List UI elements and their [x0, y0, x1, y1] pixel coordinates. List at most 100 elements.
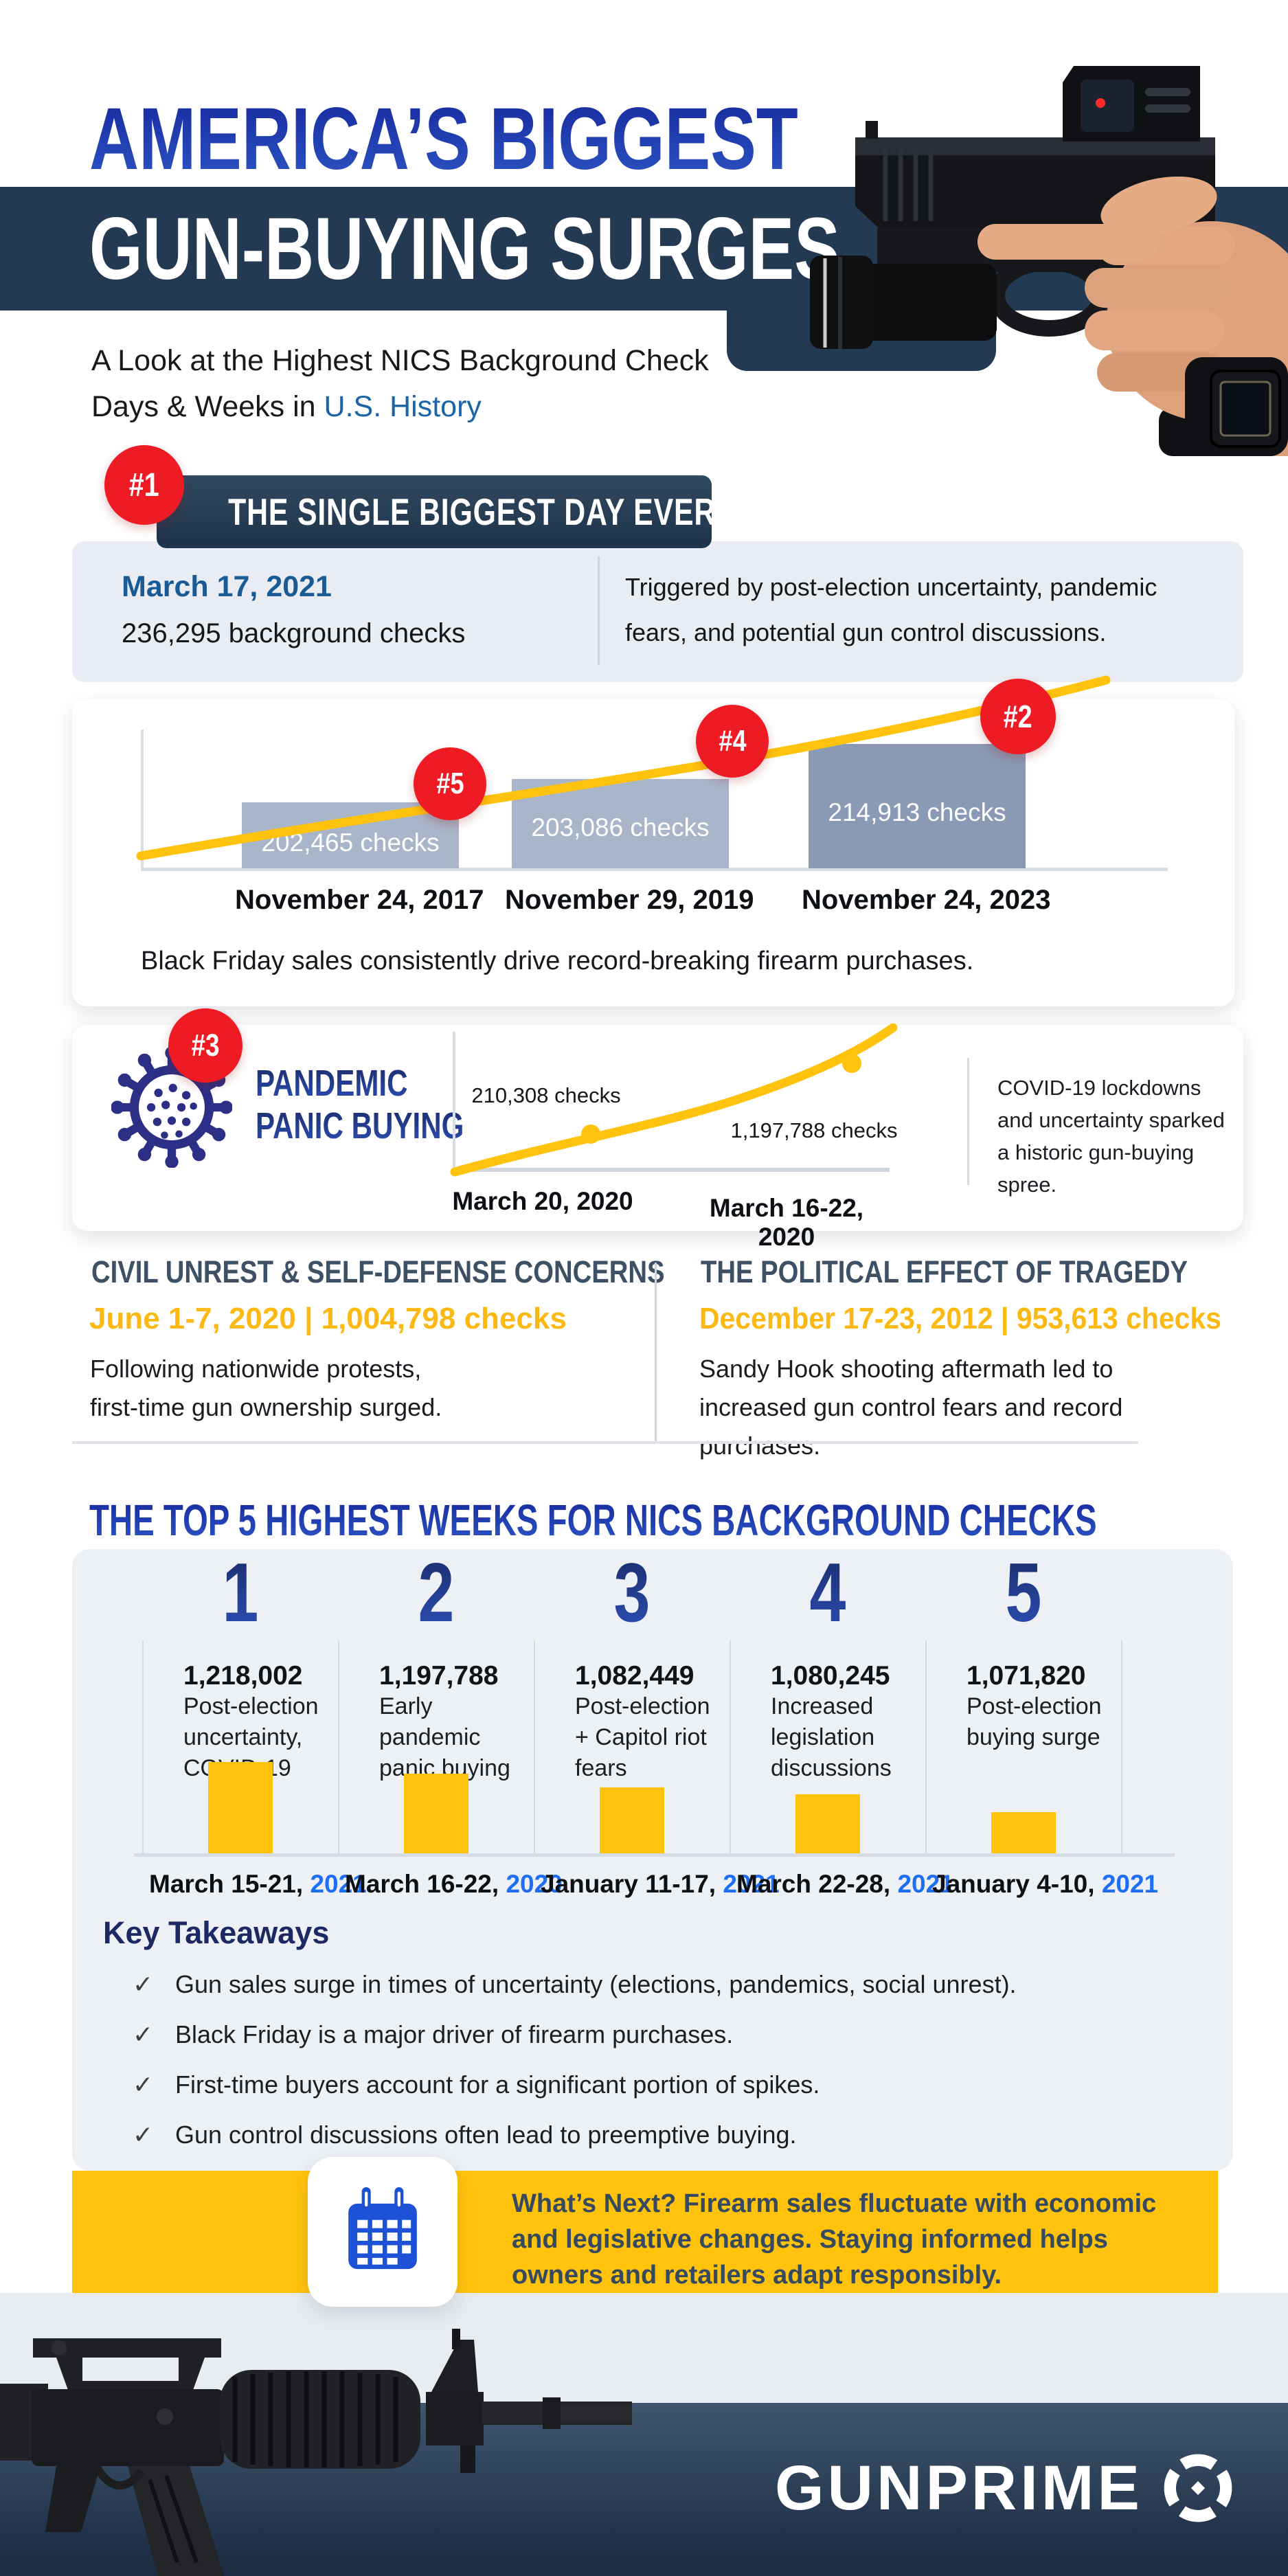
top5-bar-4: [795, 1794, 860, 1855]
top5-sep-2: [534, 1640, 535, 1855]
bf-bar-label-2023: 214,913 checks: [828, 798, 1006, 826]
unrest-body: Following nationwide protests, first-tim…: [90, 1355, 442, 1421]
brand-name: GUNPRIME: [775, 2453, 1143, 2523]
pandemic-point1-date: March 20, 2020: [452, 1187, 633, 1215]
top5-desc-1: Post-election uncertainty, COVID-19: [183, 1693, 319, 1781]
top5-rank-3: 3: [613, 1546, 651, 1639]
rank-5-badge: #5: [414, 747, 486, 820]
pandemic-title: PANDEMIC PANIC BUYING: [256, 1063, 464, 1146]
events-divider: [655, 1263, 657, 1443]
single-biggest-day-bar: THE SINGLE BIGGEST DAY EVER: [157, 475, 715, 548]
check-icon-2: ✓: [133, 2020, 154, 2048]
handguard: [220, 2370, 420, 2469]
bf-baseline: [141, 868, 1168, 871]
top5-bar-1: [208, 1762, 273, 1855]
top5-rank-4: 4: [809, 1546, 846, 1639]
top5-card: [72, 1549, 1233, 2171]
check-icon-1: ✓: [133, 1970, 154, 1998]
subtitle-line2: Days & Weeks in U.S. History: [91, 390, 482, 423]
receiver: [32, 2389, 224, 2466]
top5-value-5: 1,071,820: [967, 1661, 1086, 1691]
rank-4-badge: #4: [696, 705, 769, 778]
top5-baseline: [134, 1853, 1175, 1857]
top5-date-5: January 4-10, 2021: [932, 1870, 1159, 1898]
unrest-title: CIVIL UNREST & SELF-DEFENSE CONCERNS: [91, 1254, 665, 1289]
takeaway-1: Gun sales surge in times of uncertainty …: [175, 1970, 1017, 1998]
top5-rank-2: 2: [418, 1546, 455, 1639]
pandemic-point2-label: 1,197,788 checks: [730, 1118, 898, 1142]
title-text-2: GUN-BUYING SURGES: [89, 200, 840, 298]
pandemic-divider: [967, 1058, 969, 1185]
rank-1-badge: #1: [104, 445, 184, 525]
section-divider: [72, 1441, 1138, 1444]
whats-next-band: [72, 2171, 1218, 2293]
top5-bar-2: [404, 1774, 468, 1855]
virus-icon: [111, 1047, 232, 1168]
subtitle: A Look at the Highest NICS Background Ch…: [91, 338, 709, 430]
top5-sep-5: [1121, 1640, 1122, 1855]
takeaway-3: First-time buyers account for a signific…: [175, 2070, 820, 2099]
top5-value-1: 1,218,002: [183, 1661, 303, 1691]
rank-1-badge-label: #1: [129, 466, 159, 504]
top5-date-1: March 15-21, 2021: [149, 1870, 367, 1898]
front-sight-base: [426, 2392, 484, 2445]
tragedy-body: Sandy Hook shooting aftermath led to inc…: [699, 1355, 1123, 1460]
pistol-photo-illustration: [774, 0, 1288, 456]
record-value: 236,295 background checks: [122, 618, 466, 648]
top5-bar-3: [600, 1787, 664, 1855]
top5-date-3: January 11-17, 2021: [541, 1870, 780, 1898]
top5-heading: THE TOP 5 HIGHEST WEEKS FOR NICS BACKGRO…: [89, 1495, 1097, 1545]
card-divider: [598, 556, 600, 665]
pandemic-card: [72, 1025, 1243, 1231]
bf-trend-line: [136, 675, 1111, 861]
calendar-card: [308, 2157, 457, 2307]
record-date: March 17, 2021: [122, 570, 332, 603]
page-title-line1: AMERICA’S BIGGEST: [89, 88, 998, 191]
magazine: [128, 2466, 224, 2576]
top5-sep-0: [142, 1640, 144, 1855]
pandemic-line-chart: [450, 1024, 898, 1177]
bf-date-2017: November 24, 2017: [235, 885, 484, 915]
top5-sep-1: [338, 1640, 339, 1855]
top5-value-3: 1,082,449: [575, 1661, 694, 1691]
bf-date-2023: November 24, 2023: [802, 885, 1051, 915]
calendar-icon: [348, 2187, 417, 2270]
bf-bar-label-2019: 203,086 checks: [531, 813, 710, 841]
brand-scope-icon: [1164, 2454, 1232, 2522]
pandemic-description: COVID-19 lockdowns and uncertainty spark…: [997, 1076, 1225, 1197]
top5-sep-4: [925, 1640, 927, 1855]
bf-date-2019: November 29, 2019: [505, 885, 754, 915]
trigger-finger: [978, 224, 1160, 260]
top5-value-4: 1,080,245: [771, 1661, 890, 1691]
takeaway-2: Black Friday is a major driver of firear…: [175, 2020, 734, 2048]
single-biggest-day-title: THE SINGLE BIGGEST DAY EVER: [228, 490, 716, 533]
top5-bar-5: [991, 1812, 1056, 1855]
top5-value-2: 1,197,788: [379, 1661, 499, 1691]
key-takeaways-title: Key Takeaways: [103, 1915, 330, 1950]
tragedy-highlight: December 17-23, 2012 | 953,613 checks: [699, 1302, 1221, 1335]
tragedy-title: THE POLITICAL EFFECT OF TRAGEDY: [701, 1254, 1188, 1289]
footer-logo: GUNPRIME: [775, 2450, 1236, 2527]
rifle-photo-illustration: [0, 2320, 632, 2576]
top5-date-4: March 22-28, 2021: [736, 1870, 954, 1898]
title-text-1: AMERICA’S BIGGEST: [89, 88, 798, 191]
top5-date-2: March 16-22, 2020: [345, 1870, 563, 1898]
bf-y-axis: [141, 730, 144, 870]
rank-3-badge: #3: [168, 1008, 242, 1083]
subtitle-highlight: U.S. History: [324, 390, 482, 423]
check-icon-3: ✓: [133, 2070, 154, 2099]
pistol-grip: [45, 2466, 100, 2532]
page-title-line2: GUN-BUYING SURGES: [89, 198, 1052, 301]
whats-next-text: What’s Next? Firearm sales fluctuate wit…: [512, 2189, 1157, 2290]
bf-bar-2023: [809, 744, 1026, 868]
top5-rank-1: 1: [222, 1546, 259, 1639]
top5-desc-3: Post-election + Capitol riot fears: [575, 1693, 710, 1781]
rank-2-badge: #2: [980, 679, 1056, 754]
check-icon-4: ✓: [133, 2121, 154, 2149]
top5-desc-5: Post-election buying surge: [967, 1693, 1102, 1750]
record-description: Triggered by post-election uncertainty, …: [625, 573, 1157, 646]
top5-sep-3: [730, 1640, 731, 1855]
top5-rank-5: 5: [1005, 1546, 1042, 1639]
bf-caption: Black Friday sales consistently drive re…: [141, 947, 974, 975]
